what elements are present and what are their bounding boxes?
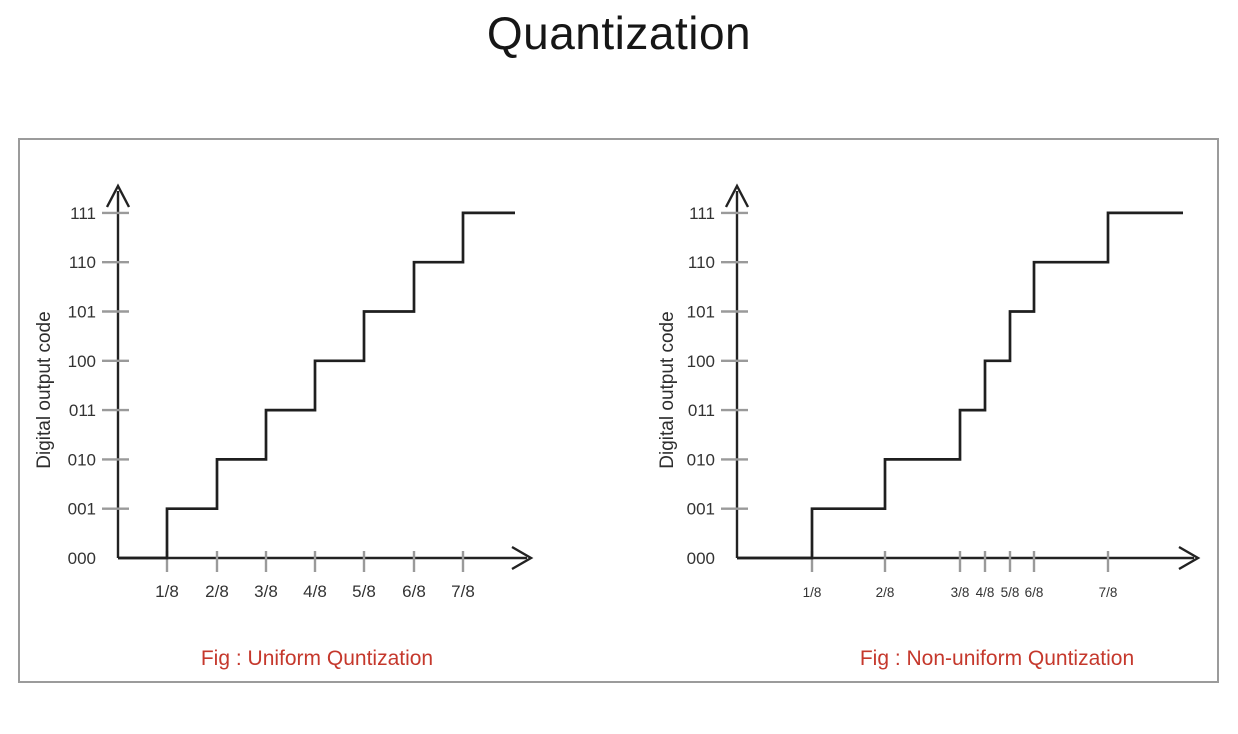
x-axis-arrowhead-icon xyxy=(1178,545,1201,571)
x-tick-label: 1/8 xyxy=(155,582,179,601)
y-tick-label: 101 xyxy=(687,303,715,322)
x-tick-label: 7/8 xyxy=(451,582,475,601)
y-tick-label: 100 xyxy=(68,352,96,371)
quantization-plots-canvas: 000 001 010 011 100 101 110 111 1/8 2/8 3/8 4/8 5/8 6… xyxy=(68,183,1201,601)
y-axis-arrowhead-icon xyxy=(724,183,750,208)
x-tick-label: 6/8 xyxy=(1025,585,1044,600)
x-tick-label: 5/8 xyxy=(352,582,376,601)
x-tick-label: 5/8 xyxy=(1001,585,1020,600)
x-tick-label: 3/8 xyxy=(951,585,970,600)
y-tick-label: 001 xyxy=(68,500,96,519)
y-tick-label: 110 xyxy=(69,253,96,272)
y-tick-label: 011 xyxy=(688,401,715,420)
y-axis-label-nonuniform: Digital output code xyxy=(657,311,678,469)
x-tick-label: 6/8 xyxy=(402,582,426,601)
y-tick-label: 111 xyxy=(70,204,96,223)
y-tick-label: 100 xyxy=(687,352,715,371)
x-tick-label: 7/8 xyxy=(1099,585,1118,600)
y-tick-label: 010 xyxy=(68,450,96,469)
y-tick-label: 101 xyxy=(68,303,96,322)
y-tick-label: 001 xyxy=(687,500,715,519)
x-tick-label: 3/8 xyxy=(254,582,278,601)
y-tick-label: 010 xyxy=(687,450,715,469)
page-title: Quantization xyxy=(486,7,752,59)
x-tick-label: 4/8 xyxy=(976,585,995,600)
y-tick-label: 000 xyxy=(68,549,96,568)
figure-caption-nonuniform: Fig : Non-uniform Quntization xyxy=(859,647,1135,670)
x-tick-label: 1/8 xyxy=(803,585,822,600)
staircase-curve xyxy=(118,211,515,560)
y-axis-arrowhead-icon xyxy=(105,183,131,208)
staircase-curve xyxy=(737,211,1183,560)
x-tick-label: 2/8 xyxy=(876,585,895,600)
x-tick-label: 2/8 xyxy=(205,582,229,601)
y-tick-label: 110 xyxy=(688,253,715,272)
x-tick-label: 4/8 xyxy=(303,582,327,601)
x-axis-arrowhead-icon xyxy=(511,545,534,571)
y-tick-label: 011 xyxy=(69,401,96,420)
y-axis-label-uniform: Digital output code xyxy=(34,311,55,469)
figure-panel: 000 001 010 011 100 101 110 111 1/8 2/8 3/8 4/8 5/8 6… xyxy=(18,138,1219,683)
y-tick-label: 111 xyxy=(689,204,715,223)
y-tick-label: 000 xyxy=(687,549,715,568)
figure-caption-uniform: Fig : Uniform Quntization xyxy=(200,647,434,670)
